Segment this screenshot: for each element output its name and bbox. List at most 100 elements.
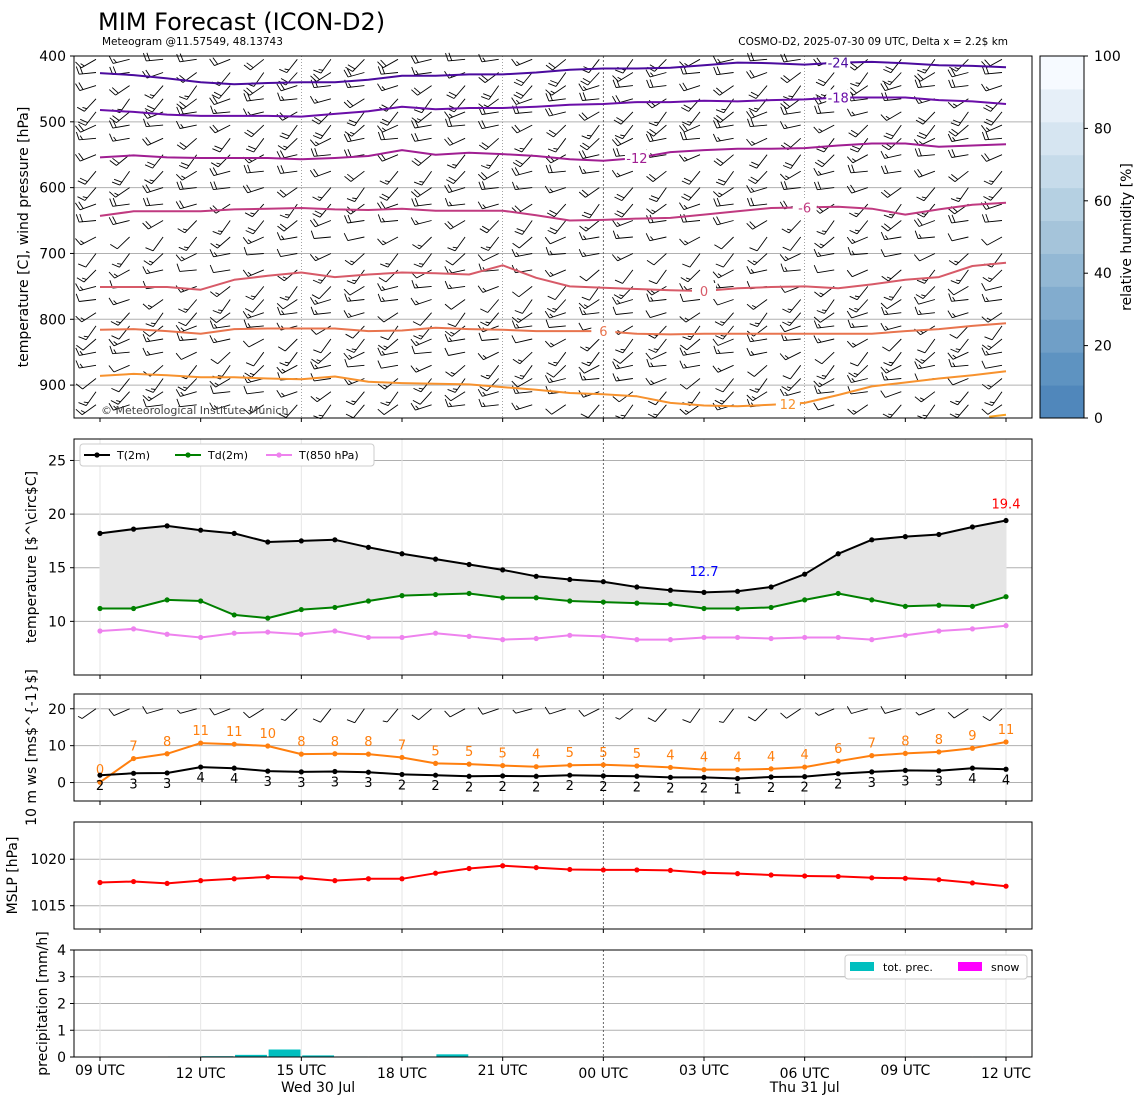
upper-air-wind-barb <box>581 351 600 367</box>
upper-air-wind-barb <box>343 98 365 109</box>
upper-air-wind-barb <box>76 269 97 283</box>
upper-air-wind-barb <box>110 391 130 405</box>
upper-air-wind-barb <box>914 230 935 239</box>
upper-air-wind-barb <box>276 299 298 310</box>
colorbar-tick-label: 80 <box>1094 121 1112 137</box>
upper-air-wind-barb <box>377 83 399 92</box>
temperature-series-point-2 <box>466 633 472 639</box>
upper-air-wind-barb <box>75 236 97 246</box>
upper-air-wind-barb <box>578 150 600 159</box>
upper-air-wind-barb <box>983 170 1003 185</box>
upper-air-wind-barb <box>444 391 466 402</box>
temperature-series-point-0 <box>97 530 103 537</box>
temperature-annotation: 19.4 <box>992 497 1021 512</box>
wind-value-label-1: 3 <box>935 775 943 790</box>
upper-air-wind-barb <box>108 119 130 129</box>
upper-air-wind-barb <box>782 312 802 327</box>
mslp-point <box>634 867 640 873</box>
isotherm-label-bg <box>775 395 800 412</box>
wind-barb <box>176 708 197 714</box>
upper-air-wind-barb <box>883 351 902 367</box>
temperature-series-point-1 <box>802 597 808 603</box>
upper-air-wind-barb <box>377 236 399 246</box>
upper-air-wind-barb <box>614 187 634 202</box>
upper-air-wind-barb <box>512 351 533 365</box>
upper-air-wind-barb <box>846 154 869 164</box>
upper-air-wind-barb <box>310 391 332 403</box>
upper-air-wind-barb <box>277 306 298 316</box>
upper-air-wind-barb <box>309 218 332 228</box>
upper-air-wind-barb <box>914 147 935 157</box>
upper-air-wind-barb <box>746 333 768 343</box>
upper-air-wind-barb <box>177 220 198 234</box>
upper-air-wind-barb <box>311 351 332 364</box>
isotherm-label: -18 <box>828 91 849 106</box>
mslp-point <box>835 873 841 880</box>
upper-air-wind-barb <box>782 365 802 380</box>
upper-air-panel: 400 500 600 700 800 900 -24 -18 -12 -6 0 6 12 tempera… <box>16 49 1033 422</box>
upper-air-wind-barb <box>277 220 298 232</box>
wind-barb <box>312 708 332 723</box>
upper-air-wind-barb <box>749 378 768 393</box>
time-tick-label: 18 UTC <box>377 1066 427 1082</box>
upper-air-wind-barb <box>779 324 801 333</box>
humidity-colorbar: 0 20 40 60 80 100 relative humidity [%] <box>1039 49 1135 427</box>
mslp-point <box>902 875 908 881</box>
wind-series-point-0 <box>835 758 841 764</box>
upper-air-wind-barb <box>679 123 701 133</box>
temperature-series-point-1 <box>1003 594 1009 600</box>
wind-barb <box>477 707 499 715</box>
upper-air-wind-barb <box>612 230 633 239</box>
wind-value-label-0: 9 <box>968 729 976 744</box>
upper-air-wind-barb <box>682 253 701 268</box>
upper-air-wind-barb <box>109 133 130 142</box>
upper-air-wind-barb <box>713 85 734 96</box>
mslp-point <box>466 865 472 872</box>
upper-air-wind-barb <box>715 325 734 340</box>
upper-air-wind-barb <box>715 378 734 393</box>
upper-air-wind-barb <box>413 170 432 186</box>
upper-air-wind-barb <box>411 197 432 207</box>
upper-air-wind-barb <box>950 111 969 127</box>
upper-air-wind-barb <box>243 92 264 102</box>
upper-air-wind-barb <box>75 201 97 211</box>
upper-air-wind-barb <box>645 133 667 143</box>
upper-air-wind-barb <box>546 299 567 313</box>
upper-air-wind-barb <box>544 185 566 194</box>
wind-barb <box>243 708 265 719</box>
upper-air-wind-barb <box>914 296 936 305</box>
colorbar-segment <box>1040 154 1084 189</box>
upper-air-wind-barb <box>950 187 969 203</box>
upper-air-wind-barb <box>175 324 197 333</box>
upper-air-wind-barb <box>914 79 935 88</box>
wind-value-label-1: 4 <box>230 772 238 787</box>
wind-barb <box>544 706 566 715</box>
wind-barb <box>382 708 399 723</box>
upper-air-wind-barb <box>343 133 365 143</box>
upper-air-wind-barb <box>111 170 130 186</box>
upper-air-wind-barb <box>580 404 600 419</box>
upper-air-wind-barb <box>847 108 868 117</box>
upper-air-wind-barb <box>277 137 298 151</box>
temperature-series-point-2 <box>231 630 237 636</box>
dewpoint-spread-fill <box>100 520 1006 619</box>
precipitation-ytick-label: 2 <box>57 997 66 1013</box>
time-axis: 09 UTC 12 UTC 15 UTC 18 UTC 21 UTC 00 UTC 03 U… <box>75 1063 1031 1096</box>
upper-air-wind-barb <box>513 85 533 99</box>
upper-air-wind-barb <box>545 404 567 415</box>
upper-air-wind-barb <box>276 248 298 258</box>
wind-series-point-1 <box>667 774 674 780</box>
upper-air-wind-barb <box>546 364 567 378</box>
upper-air-wind-barb <box>611 137 634 147</box>
upper-air-wind-barb <box>981 404 1003 415</box>
upper-air-wind-barb <box>477 253 499 262</box>
upper-air-wind-barb <box>177 378 198 392</box>
upper-air-wind-barb <box>411 111 432 123</box>
isotherm-label: 12 <box>780 398 797 413</box>
wind-series-point-0 <box>567 762 573 768</box>
upper-air-wind-barb <box>144 85 164 99</box>
upper-air-wind-barb <box>647 58 667 72</box>
temperature-series-point-2 <box>768 635 774 642</box>
upper-air-wind-barb <box>209 203 231 214</box>
